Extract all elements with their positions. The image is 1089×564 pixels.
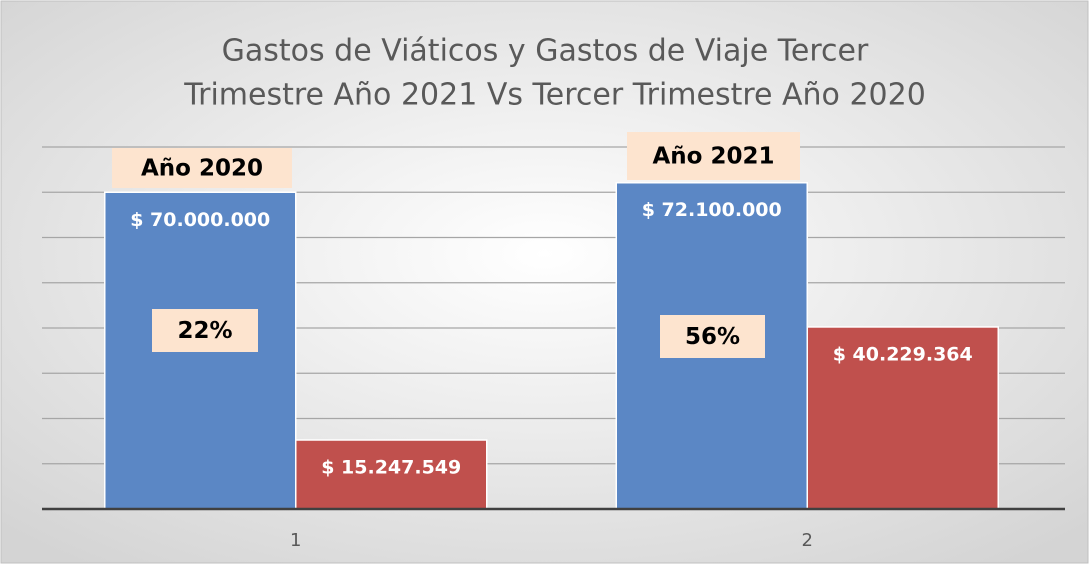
annotation-box [627, 132, 800, 180]
annotation-box [660, 315, 765, 358]
data-label: $ 72.100.000 [642, 199, 782, 221]
annotation: Año 2021 [653, 144, 775, 170]
data-label: $ 40.229.364 [833, 343, 973, 365]
x-tick-label: 2 [802, 530, 813, 551]
data-label: $ 15.247.549 [321, 457, 461, 479]
chart-title: Trimestre Año 2021 Vs Tercer Trimestre A… [183, 78, 926, 113]
annotation-box [112, 148, 292, 188]
annotation: 56% [685, 324, 740, 350]
x-tick-label: 1 [290, 530, 301, 551]
data-label: $ 70.000.000 [130, 209, 270, 231]
annotation: 22% [177, 318, 232, 344]
annotation: Año 2020 [141, 156, 263, 182]
chart-title: Gastos de Viáticos y Gastos de Viaje Ter… [222, 34, 869, 69]
annotation-box [152, 309, 258, 352]
